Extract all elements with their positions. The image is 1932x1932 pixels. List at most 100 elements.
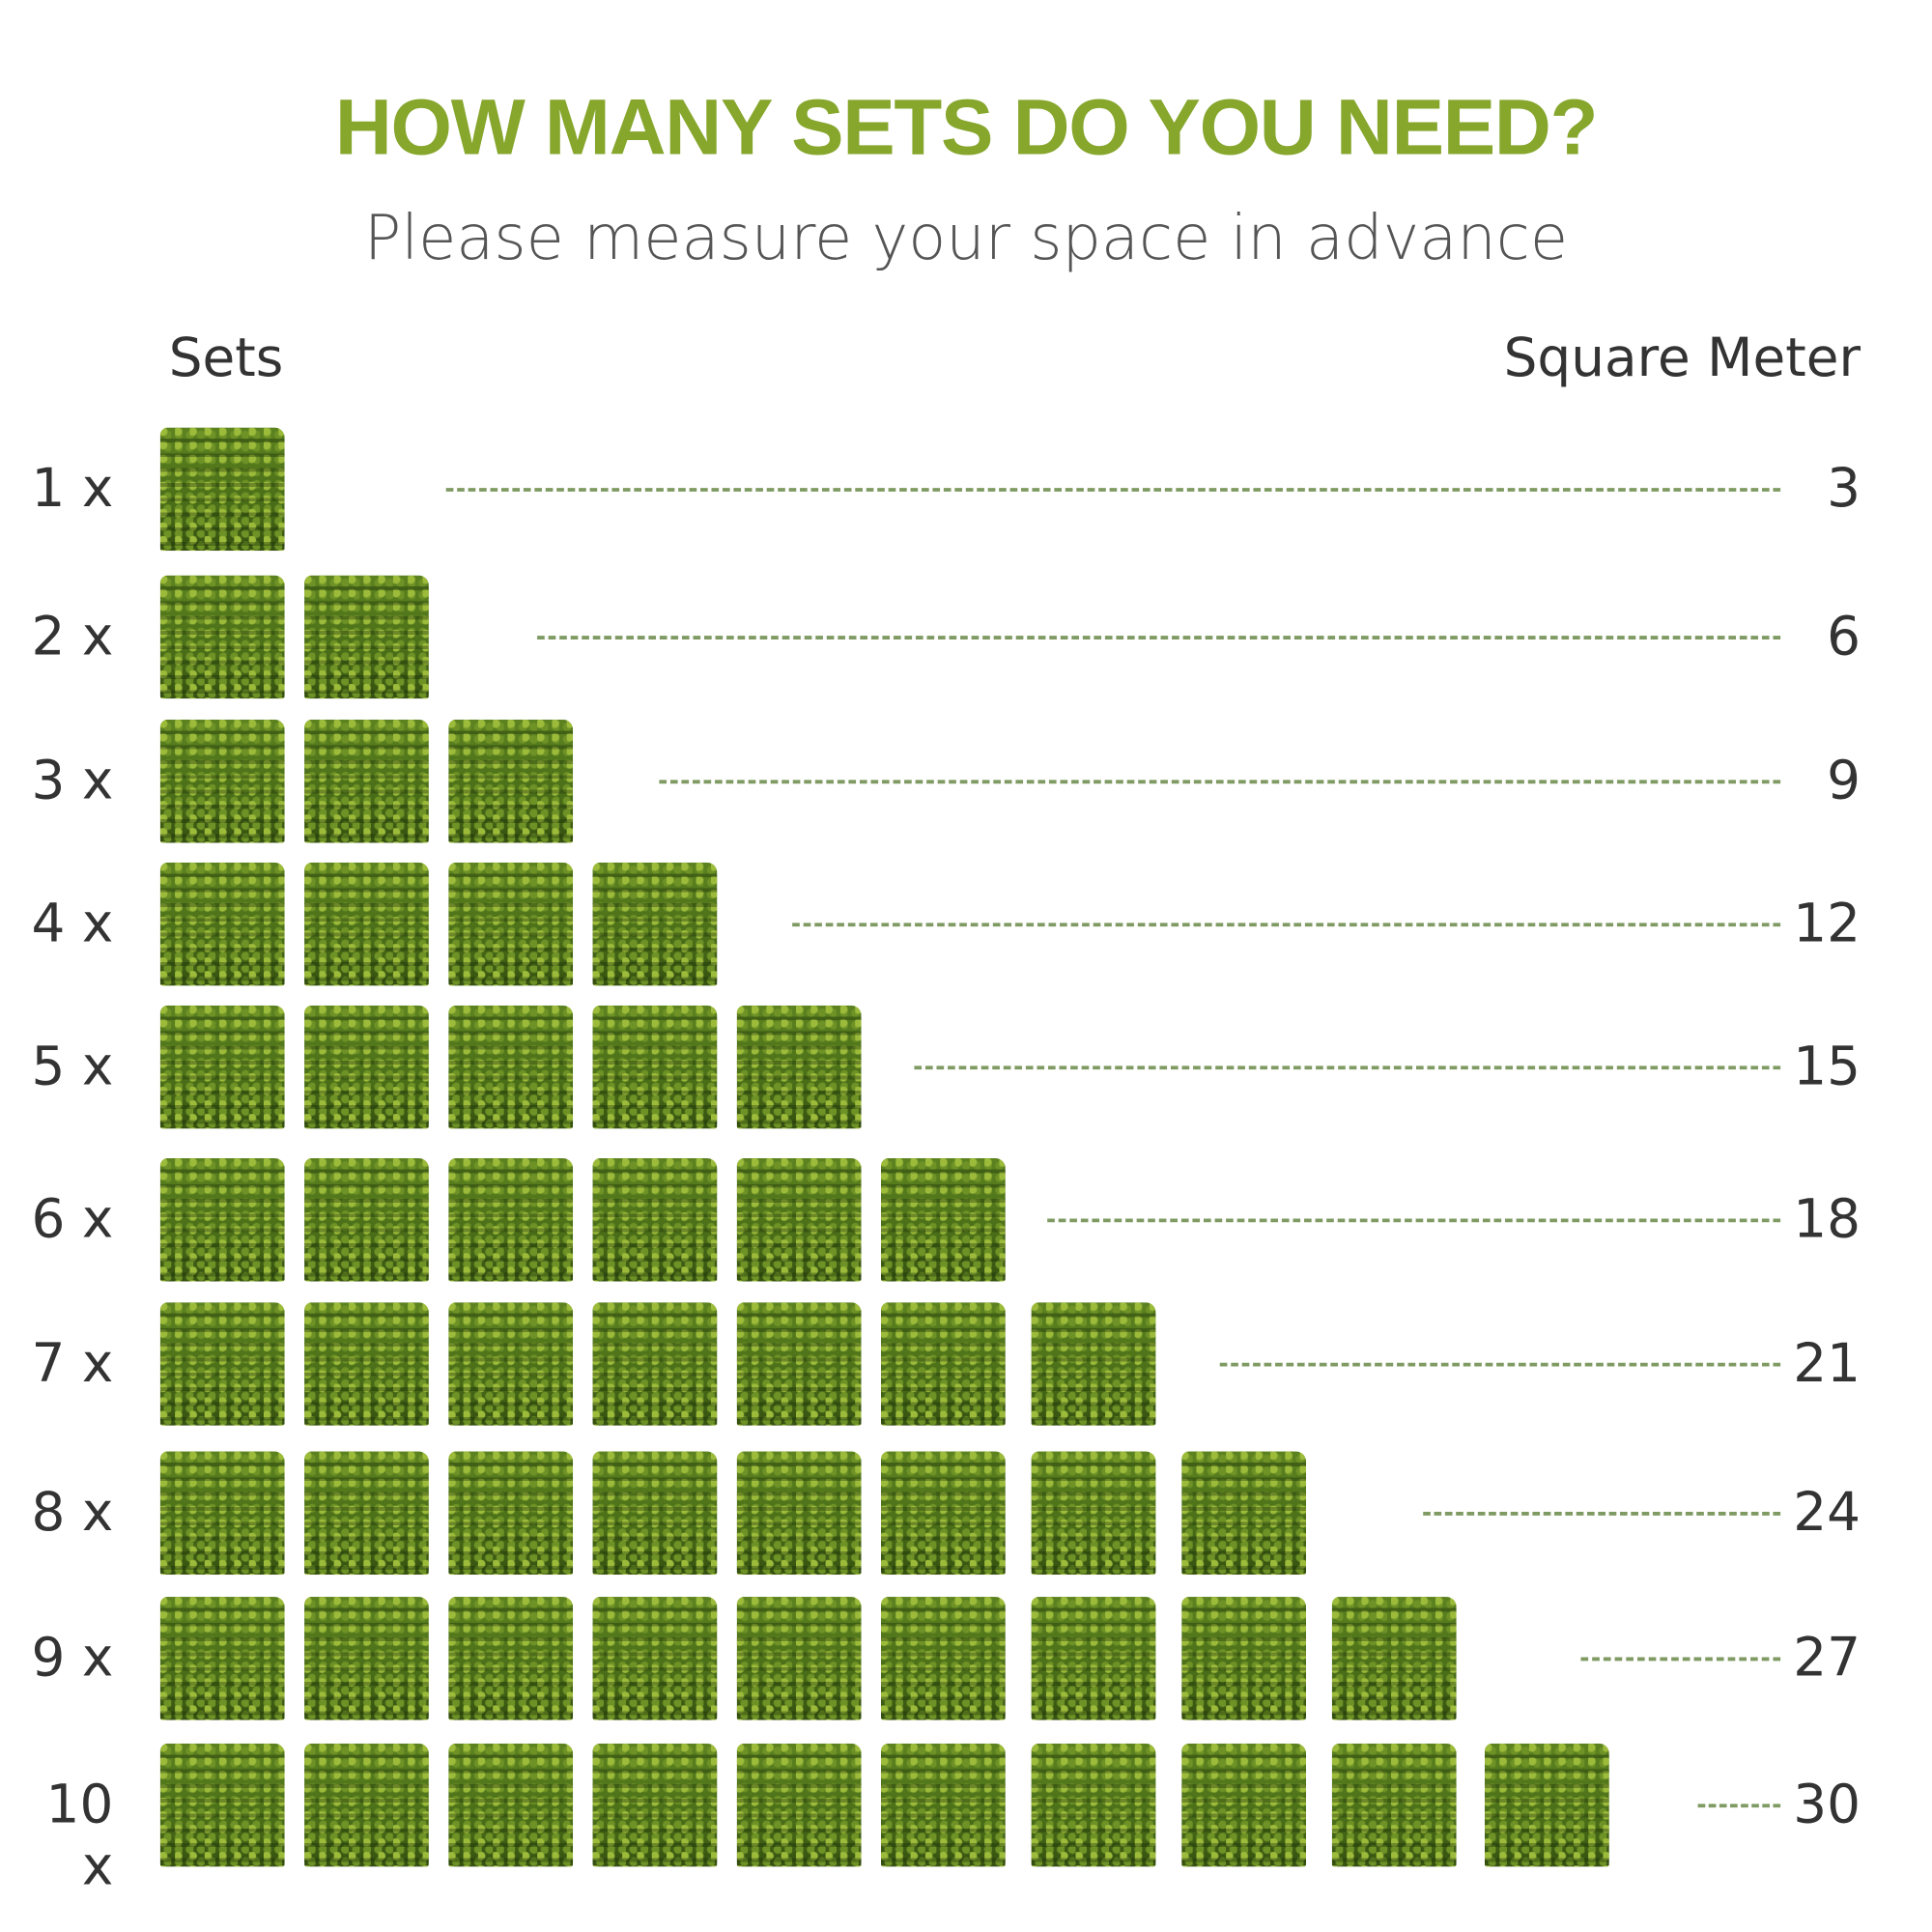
- hedge-panel-icon: [592, 1597, 718, 1720]
- square-meter-value: 6: [1827, 606, 1861, 668]
- set-row: 6 x 18: [0, 1152, 1932, 1288]
- dashed-leader-line: [445, 488, 1781, 492]
- hedge-panel-icon: [304, 1157, 429, 1282]
- hedge-panel-icon: [304, 1005, 429, 1129]
- hedge-panel-icon: [1331, 1743, 1457, 1867]
- hedge-panel-icon: [1031, 1451, 1156, 1576]
- square-meter-value: 15: [1793, 1036, 1861, 1098]
- hedge-panel-icon: [1331, 1597, 1457, 1720]
- hedge-panel-icon: [304, 1451, 429, 1576]
- dashed-leader-line: [1697, 1804, 1781, 1808]
- dashed-leader-line: [1219, 1362, 1781, 1367]
- hedge-panel-icon: [304, 719, 429, 843]
- hedge-panel-icon: [448, 719, 574, 843]
- square-meter-value: 9: [1827, 750, 1861, 812]
- set-row: 10 x 30: [0, 1737, 1932, 1897]
- hedge-panel-icon: [592, 1451, 718, 1576]
- hedge-panel-icon: [159, 1302, 285, 1426]
- sets-label: 4 x: [31, 893, 114, 955]
- hedge-panel-icon: [448, 862, 574, 986]
- hedge-panel-icon: [1031, 1743, 1156, 1867]
- dashed-leader-line: [792, 923, 1781, 927]
- sets-label: 2 x: [31, 606, 114, 668]
- hedge-panel-icon: [448, 1005, 574, 1129]
- title: HOW MANY SETS DO YOU NEED?: [334, 82, 1599, 172]
- subtitle: Please measure your space in advance: [363, 202, 1569, 274]
- sets-label: 6 x: [31, 1188, 114, 1251]
- hedge-panel-icon: [159, 1005, 285, 1129]
- hedge-panel-icon: [159, 862, 285, 986]
- hedge-panel-icon: [304, 1597, 429, 1720]
- hedge-panel-icon: [592, 1302, 718, 1426]
- square-meter-header: Square Meter: [1503, 327, 1861, 390]
- hedge-panel-icon: [880, 1451, 1006, 1576]
- square-meter-value: 30: [1793, 1774, 1861, 1836]
- sets-label: 10 x: [45, 1774, 114, 1898]
- hedge-panel-icon: [304, 1743, 429, 1867]
- square-meter-value: 12: [1793, 893, 1861, 955]
- hedge-panel-icon: [448, 1157, 574, 1282]
- hedge-panel-icon: [1031, 1597, 1156, 1720]
- sets-label: 9 x: [31, 1627, 114, 1690]
- hedge-panel-icon: [1181, 1451, 1307, 1576]
- hedge-panel-icon: [1181, 1743, 1307, 1867]
- set-row: 2 x 6: [0, 569, 1932, 704]
- hedge-panel-icon: [736, 1597, 862, 1720]
- hedge-panel-icon: [592, 1005, 718, 1129]
- set-row: 1 x 3: [0, 421, 1932, 556]
- hedge-panel-icon: [159, 1597, 285, 1720]
- hedge-panel-icon: [592, 862, 718, 986]
- hedge-panel-icon: [159, 1157, 285, 1282]
- hedge-panel-icon: [736, 1157, 862, 1282]
- set-row: 3 x 9: [0, 714, 1932, 849]
- hedge-panel-icon: [448, 1451, 574, 1576]
- hedge-panel-icon: [736, 1005, 862, 1129]
- hedge-panel-icon: [159, 1743, 285, 1867]
- hedge-panel-icon: [159, 1451, 285, 1576]
- square-meter-value: 21: [1793, 1333, 1861, 1395]
- hedge-panel-icon: [592, 1157, 718, 1282]
- sets-label: 7 x: [31, 1333, 114, 1395]
- sets-label: 1 x: [31, 458, 114, 521]
- square-meter-value: 24: [1793, 1482, 1861, 1545]
- hedge-panel-icon: [736, 1302, 862, 1426]
- hedge-panel-icon: [1031, 1302, 1156, 1426]
- set-row: 8 x 24: [0, 1445, 1932, 1580]
- hedge-panel-icon: [304, 862, 429, 986]
- sets-label: 3 x: [31, 750, 114, 812]
- dashed-leader-line: [914, 1065, 1781, 1070]
- set-row: 7 x 21: [0, 1296, 1932, 1432]
- square-meter-value: 3: [1827, 458, 1861, 521]
- hedge-panel-icon: [1484, 1743, 1609, 1867]
- dashed-leader-line: [659, 780, 1781, 784]
- dashed-leader-line: [1423, 1512, 1781, 1516]
- hedge-panel-icon: [159, 427, 285, 552]
- hedge-panel-icon: [1181, 1597, 1307, 1720]
- hedge-panel-icon: [159, 719, 285, 843]
- sets-label: 8 x: [31, 1482, 114, 1545]
- square-meter-value: 27: [1793, 1627, 1861, 1690]
- square-meter-value: 18: [1793, 1188, 1861, 1251]
- hedge-panel-icon: [880, 1302, 1006, 1426]
- hedge-panel-icon: [736, 1743, 862, 1867]
- dashed-leader-line: [537, 636, 1781, 639]
- set-row: 5 x 15: [0, 999, 1932, 1134]
- hedge-panel-icon: [448, 1743, 574, 1867]
- set-row: 4 x 12: [0, 856, 1932, 991]
- sets-header: Sets: [168, 327, 284, 390]
- hedge-panel-icon: [592, 1743, 718, 1867]
- hedge-panel-icon: [159, 575, 285, 699]
- hedge-panel-icon: [448, 1597, 574, 1720]
- hedge-panel-icon: [304, 575, 429, 699]
- hedge-panel-icon: [880, 1597, 1006, 1720]
- dashed-leader-line: [1580, 1657, 1781, 1662]
- hedge-panel-icon: [736, 1451, 862, 1576]
- hedge-panel-icon: [880, 1743, 1006, 1867]
- set-row: 9 x 27: [0, 1591, 1932, 1726]
- dashed-leader-line: [1047, 1218, 1781, 1223]
- sets-label: 5 x: [31, 1036, 114, 1098]
- hedge-panel-icon: [448, 1302, 574, 1426]
- hedge-panel-icon: [880, 1157, 1006, 1282]
- hedge-panel-icon: [304, 1302, 429, 1426]
